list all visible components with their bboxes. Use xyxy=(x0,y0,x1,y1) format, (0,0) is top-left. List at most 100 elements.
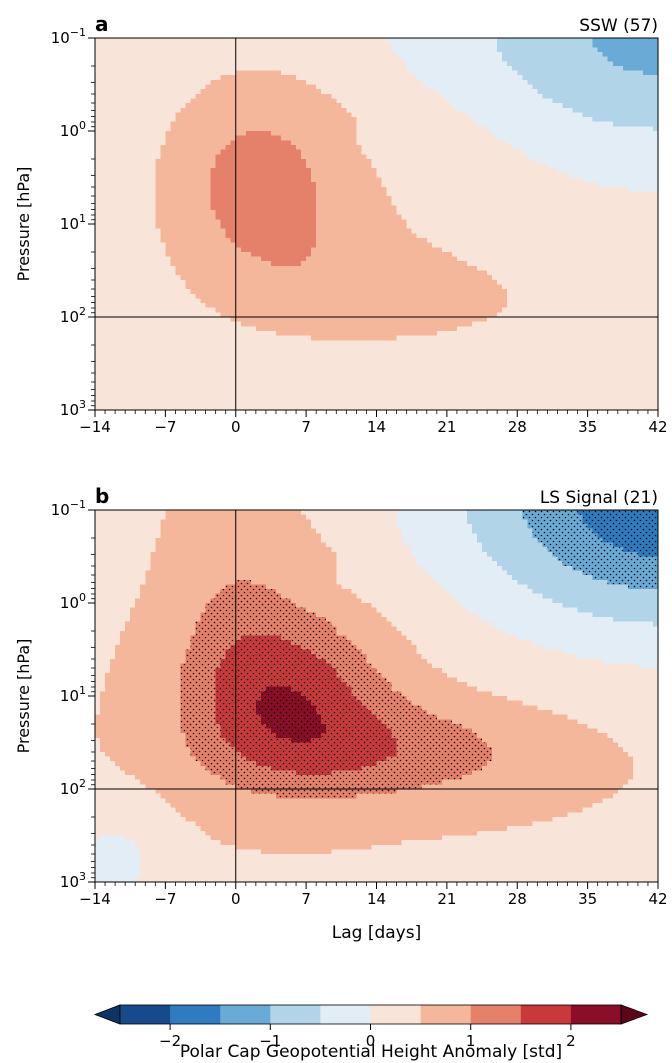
heatmap-cell xyxy=(275,47,282,53)
heatmap-cell xyxy=(130,149,136,155)
heatmap-cell xyxy=(336,303,342,309)
heatmap-cell xyxy=(210,144,217,151)
heatmap-cell xyxy=(140,377,146,383)
heatmap-cell xyxy=(306,270,312,276)
heatmap-cell xyxy=(366,79,373,86)
heatmap-cell xyxy=(296,65,302,72)
heatmap-cell xyxy=(381,117,388,123)
heatmap-cell xyxy=(165,400,172,406)
heatmap-cell xyxy=(326,317,332,323)
heatmap-cell xyxy=(245,47,252,53)
heatmap-cell xyxy=(301,377,307,383)
heatmap-cell xyxy=(386,312,393,318)
heatmap-cell xyxy=(356,144,363,151)
heatmap-cell xyxy=(265,182,272,188)
heatmap-cell xyxy=(240,261,247,267)
heatmap-cell xyxy=(110,358,116,365)
heatmap-cell xyxy=(291,270,297,276)
heatmap-cell xyxy=(326,293,332,299)
heatmap-cell xyxy=(205,349,212,355)
heatmap-cell xyxy=(220,256,227,262)
heatmap-cell xyxy=(336,168,342,174)
heatmap-cell xyxy=(205,112,212,118)
heatmap-cell xyxy=(396,284,403,290)
heatmap-cell xyxy=(150,256,156,262)
heatmap-cell xyxy=(200,237,207,244)
heatmap-cell xyxy=(316,47,322,53)
heatmap-cell xyxy=(245,386,252,392)
heatmap-cell xyxy=(316,126,322,132)
heatmap-cell xyxy=(240,270,247,276)
heatmap-cell xyxy=(265,126,272,132)
heatmap-cell xyxy=(341,224,347,230)
heatmap-cell xyxy=(160,275,166,281)
heatmap-cell xyxy=(366,317,373,323)
heatmap-cell xyxy=(366,382,373,388)
heatmap-cell xyxy=(286,140,292,146)
heatmap-cell xyxy=(195,391,202,397)
heatmap-cell xyxy=(170,47,177,53)
heatmap-cell xyxy=(125,51,131,58)
heatmap-cell xyxy=(105,186,111,193)
heatmap-cell xyxy=(95,326,101,332)
heatmap-cell xyxy=(140,233,146,239)
heatmap-cell xyxy=(190,117,197,123)
heatmap-cell xyxy=(165,242,172,248)
heatmap-cell xyxy=(341,42,347,48)
heatmap-cell xyxy=(150,219,156,225)
heatmap-cell xyxy=(200,61,207,67)
heatmap-cell xyxy=(270,42,277,48)
heatmap-cell xyxy=(331,135,337,141)
heatmap-cell xyxy=(351,196,357,202)
heatmap-cell xyxy=(361,279,368,286)
heatmap-cell xyxy=(155,61,161,67)
heatmap-cell xyxy=(336,344,342,351)
heatmap-cell xyxy=(225,275,232,281)
heatmap-cell xyxy=(175,61,182,67)
heatmap-cell xyxy=(110,326,116,332)
heatmap-cell xyxy=(275,70,282,76)
heatmap-cell xyxy=(275,261,282,267)
heatmap-cell xyxy=(336,349,342,355)
heatmap-cell xyxy=(165,275,172,281)
heatmap-cell xyxy=(210,307,217,313)
heatmap-cell xyxy=(255,158,262,165)
heatmap-cell xyxy=(306,368,312,374)
heatmap-cell xyxy=(185,261,192,267)
heatmap-cell xyxy=(110,275,116,281)
heatmap-cell xyxy=(205,363,212,369)
heatmap-cell xyxy=(180,89,187,95)
heatmap-cell xyxy=(240,363,247,369)
heatmap-cell xyxy=(255,154,262,160)
heatmap-cell xyxy=(356,256,363,262)
heatmap-cell xyxy=(150,340,156,346)
heatmap-cell xyxy=(401,293,408,299)
heatmap-cell xyxy=(130,144,136,151)
heatmap-cell xyxy=(120,270,126,276)
heatmap-cell xyxy=(351,247,357,253)
heatmap-cell xyxy=(225,224,232,230)
heatmap-cell xyxy=(316,149,322,155)
heatmap-cell xyxy=(326,126,332,132)
heatmap-cell xyxy=(220,38,227,44)
heatmap-cell xyxy=(195,224,202,230)
heatmap-cell xyxy=(301,117,307,123)
heatmap-cell xyxy=(195,330,202,337)
heatmap-cell xyxy=(145,382,151,388)
heatmap-cell xyxy=(280,103,287,109)
heatmap-cell xyxy=(140,98,146,104)
heatmap-cell xyxy=(95,107,101,113)
heatmap-cell xyxy=(135,98,141,104)
heatmap-cell xyxy=(245,38,252,44)
heatmap-cell xyxy=(155,112,161,118)
heatmap-cell xyxy=(195,344,202,351)
heatmap-cell xyxy=(275,112,282,118)
heatmap-cell xyxy=(341,75,347,81)
heatmap-cell xyxy=(205,242,212,248)
heatmap-cell xyxy=(220,89,227,95)
heatmap-cell xyxy=(170,298,177,304)
heatmap-cell xyxy=(165,158,172,165)
heatmap-cell xyxy=(366,47,373,53)
heatmap-cell xyxy=(130,210,136,216)
heatmap-cell xyxy=(200,93,207,100)
